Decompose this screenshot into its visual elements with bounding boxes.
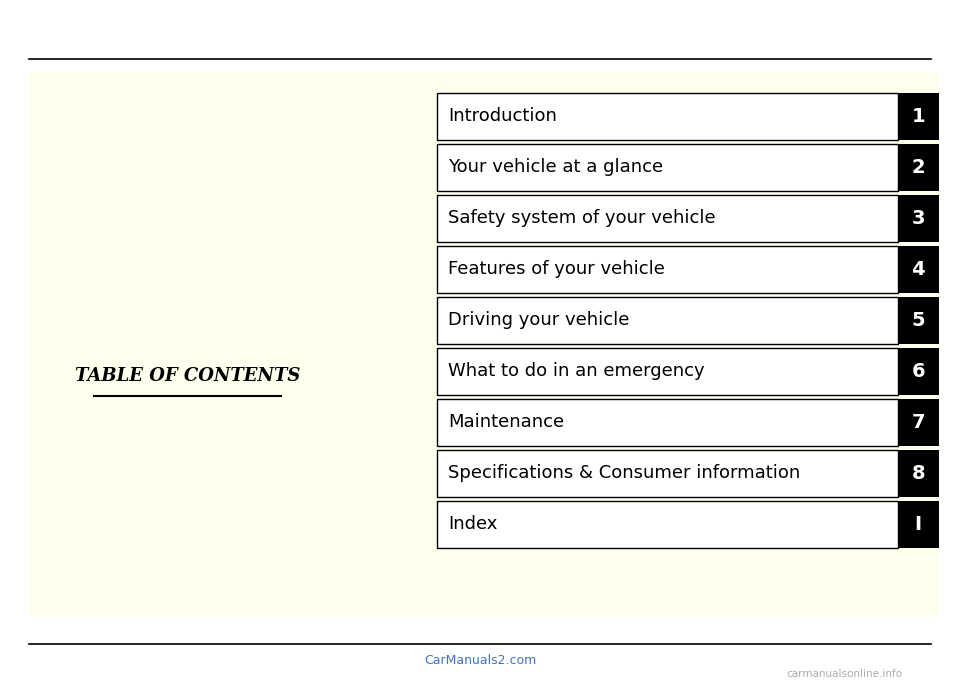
Text: carmanualsonline.info: carmanualsonline.info [787, 669, 902, 679]
Text: 8: 8 [911, 464, 925, 483]
FancyBboxPatch shape [437, 450, 898, 497]
Text: Features of your vehicle: Features of your vehicle [448, 260, 665, 278]
FancyBboxPatch shape [437, 501, 898, 548]
FancyBboxPatch shape [898, 399, 939, 446]
FancyBboxPatch shape [898, 450, 939, 497]
Text: 4: 4 [911, 260, 925, 279]
FancyBboxPatch shape [898, 348, 939, 395]
FancyBboxPatch shape [437, 246, 898, 293]
FancyBboxPatch shape [29, 72, 939, 617]
Text: Your vehicle at a glance: Your vehicle at a glance [448, 158, 663, 176]
FancyBboxPatch shape [437, 195, 898, 242]
Text: I: I [915, 515, 922, 534]
FancyBboxPatch shape [437, 144, 898, 191]
FancyBboxPatch shape [437, 93, 898, 140]
Text: 5: 5 [911, 311, 925, 330]
FancyBboxPatch shape [898, 297, 939, 344]
Text: 1: 1 [911, 107, 925, 126]
FancyBboxPatch shape [898, 501, 939, 548]
Text: CarManuals2.com: CarManuals2.com [424, 654, 536, 666]
FancyBboxPatch shape [437, 348, 898, 395]
FancyBboxPatch shape [898, 246, 939, 293]
FancyBboxPatch shape [898, 144, 939, 191]
Text: Introduction: Introduction [448, 107, 557, 125]
Text: What to do in an emergency: What to do in an emergency [448, 362, 705, 380]
Text: 7: 7 [911, 413, 925, 432]
FancyBboxPatch shape [898, 195, 939, 242]
Text: Maintenance: Maintenance [448, 413, 564, 431]
FancyBboxPatch shape [898, 93, 939, 140]
Text: Safety system of your vehicle: Safety system of your vehicle [448, 209, 716, 227]
Text: 3: 3 [911, 209, 925, 228]
FancyBboxPatch shape [437, 297, 898, 344]
FancyBboxPatch shape [437, 399, 898, 446]
Text: Specifications & Consumer information: Specifications & Consumer information [448, 464, 801, 482]
Text: TABLE OF CONTENTS: TABLE OF CONTENTS [75, 367, 300, 384]
Text: Index: Index [448, 515, 497, 533]
Text: 2: 2 [911, 158, 925, 177]
Text: Driving your vehicle: Driving your vehicle [448, 311, 630, 329]
Text: 6: 6 [911, 362, 925, 381]
